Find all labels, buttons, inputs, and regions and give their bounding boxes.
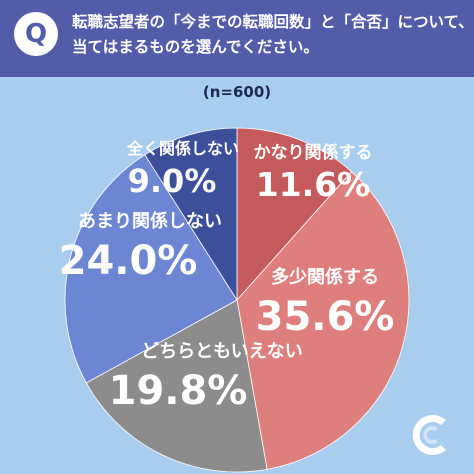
slice-label-not-related: 全く関係しない bbox=[126, 139, 239, 158]
question-header: Q 転職志望者の「今までの転職回数」と「合否」について、 当てはまるものを選んで… bbox=[0, 0, 474, 77]
pie-slice-not-related bbox=[144, 127, 238, 302]
sample-size-note: (n=600) bbox=[202, 83, 272, 101]
slice-label-somewhat-related: 多少関係する bbox=[271, 266, 379, 288]
question-badge-icon: Q bbox=[14, 12, 58, 56]
pie-slices bbox=[64, 127, 410, 473]
pie-slice-very-related bbox=[236, 127, 353, 302]
question-line-2: 当てはまるものを選んでください。 bbox=[72, 38, 319, 56]
pie-slice-little-related bbox=[64, 154, 238, 384]
slice-value-little-related: 24.0% bbox=[59, 238, 198, 284]
slice-label-very-related: かなり関係する bbox=[254, 142, 373, 163]
question-text: 転職志望者の「今までの転職回数」と「合否」について、 当てはまるものを選んでくだ… bbox=[72, 10, 474, 60]
slice-label-neither: どちらともいえない bbox=[141, 341, 303, 362]
slice-value-very-related: 11.6% bbox=[256, 165, 371, 204]
slice-label-little-related: あまり関係しない bbox=[78, 210, 222, 232]
slice-value-somewhat-related: 35.6% bbox=[256, 294, 395, 340]
slice-value-not-related: 9.0% bbox=[128, 162, 217, 200]
crescent-logo-icon bbox=[412, 415, 446, 455]
question-line-1: 転職志望者の「今までの転職回数」と「合否」について、 bbox=[72, 13, 474, 31]
pie-slice-neither bbox=[85, 299, 268, 473]
slice-value-neither: 19.8% bbox=[109, 368, 248, 414]
pie-slice-somewhat-related bbox=[236, 171, 410, 470]
